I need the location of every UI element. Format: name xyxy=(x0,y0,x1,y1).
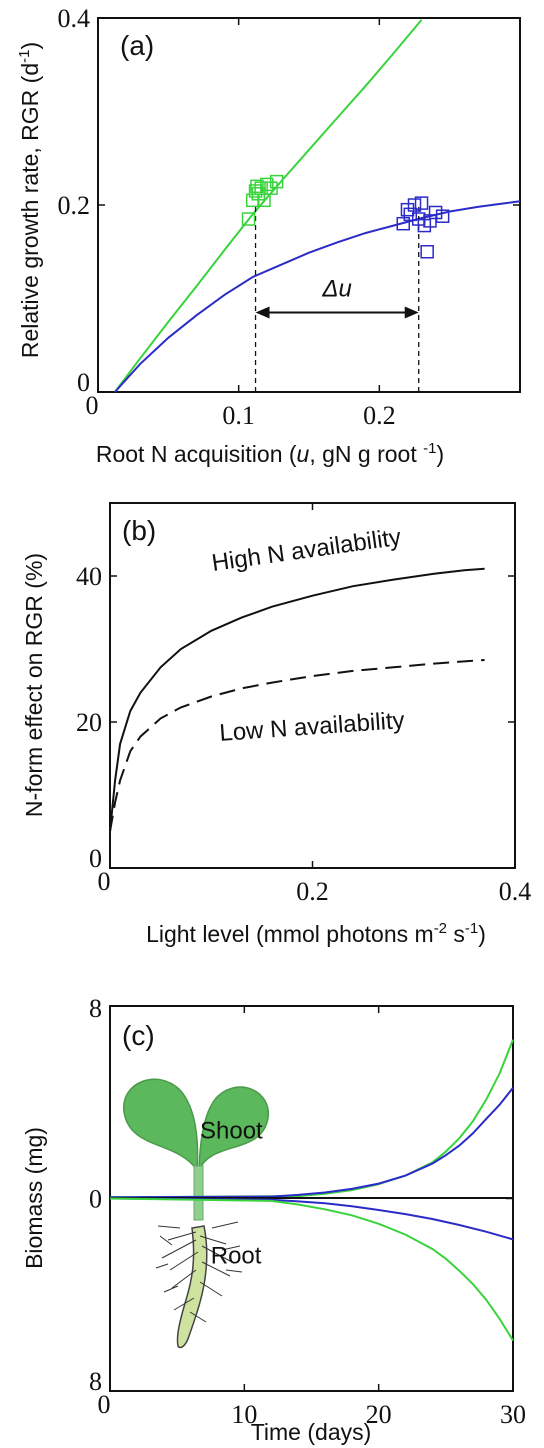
panel-a-label: (a) xyxy=(120,30,154,61)
panel-c-y-tick-label: 8 xyxy=(89,994,102,1023)
panel-a-x-origin-label: 0 xyxy=(86,391,99,420)
panel-b-y-tick-label: 0 xyxy=(89,844,102,873)
panel-a-scatter-point xyxy=(414,196,429,210)
panel-a-arrowhead-right xyxy=(404,306,419,319)
panel-a-series-line xyxy=(114,19,423,393)
panel-c-label: (c) xyxy=(122,1020,155,1051)
panel-b-y-tick-label: 40 xyxy=(76,562,102,591)
panel-a-scatter-point xyxy=(257,193,271,208)
lateral-root xyxy=(155,1221,243,1293)
panel-a-y-tick-label: 0.4 xyxy=(58,4,91,33)
taproot xyxy=(176,1225,208,1349)
panel-a-x-tick-label: 0.2 xyxy=(363,401,396,430)
panel-b-series-label: Low N availability xyxy=(219,707,406,747)
panel-a-scatter-point xyxy=(269,174,284,189)
seedling-illustration xyxy=(123,1078,269,1349)
panel-c-x-axis-label: Time (days) xyxy=(251,1419,372,1445)
panel-b-x-axis-label: Light level (mmol photons m-2 s-1) xyxy=(146,920,486,947)
panel-a-delta-label: Δu xyxy=(321,276,351,303)
leaf-right xyxy=(198,1086,269,1171)
panel-b-series-label: High N availability xyxy=(210,524,403,577)
panel-b-label: (b) xyxy=(122,515,156,546)
panel-c-organ-label: Root xyxy=(211,1242,262,1269)
panel-c-organ-label: Shoot xyxy=(200,1117,263,1144)
panel-c-y-axis-label: Biomass (mg) xyxy=(21,1127,47,1269)
panel-c-series-line xyxy=(109,1087,514,1199)
panel-a-scatter-point xyxy=(400,202,415,217)
panel-c-series-line xyxy=(109,1039,514,1199)
panel-a-x-tick-label: 0.1 xyxy=(222,401,255,430)
panel-a-scatter-point xyxy=(396,216,410,231)
panel-b-x-tick-label: 0.2 xyxy=(296,877,329,906)
panel-c-series-line xyxy=(109,1197,514,1342)
panel-b-series-line xyxy=(109,659,485,832)
panel-b-y-axis-label: N-form effect on RGR (%) xyxy=(21,553,47,817)
panel-b-series-line xyxy=(109,567,485,832)
panel-b-x-origin-label: 0 xyxy=(98,867,111,896)
panel-a-frame xyxy=(97,17,521,393)
panel-a-scatter-point xyxy=(420,245,434,259)
panel-b-y-tick-label: 20 xyxy=(76,708,102,737)
panel-b-x-tick-label: 0.4 xyxy=(499,877,532,906)
panel-a-y-axis-label: Relative growth rate, RGR (d-1) xyxy=(16,42,43,358)
panel-c-y-tick-label: 0 xyxy=(89,1185,102,1214)
panel-c-y-tick-label: 8 xyxy=(89,1367,102,1396)
panel-c-x-tick-label: 10 xyxy=(231,1400,257,1429)
panel-a-scatter-point xyxy=(241,212,256,226)
panel-a-scatter-point xyxy=(435,209,450,223)
panel-c-series-line xyxy=(109,1197,514,1241)
panel-a-arrowhead-left xyxy=(255,306,270,319)
lateral-roots xyxy=(155,1221,243,1323)
panel-a-scatter-point xyxy=(403,207,418,222)
panel-a-scatter-point xyxy=(407,198,422,212)
panel-c-x-tick-label: 30 xyxy=(500,1400,526,1429)
panel-a-scatter-point xyxy=(428,205,443,220)
panel-a-series-line xyxy=(114,200,521,393)
panel-c-x-origin-label: 0 xyxy=(98,1390,111,1419)
leaf-left xyxy=(123,1078,199,1173)
lateral-root xyxy=(161,1231,233,1323)
stem xyxy=(193,1165,204,1221)
panel-a-x-axis-label: Root N acquisition (u, gN g root -1) xyxy=(96,440,444,467)
panel-a-y-tick-label: 0.2 xyxy=(58,191,91,220)
panel-b-chart: (b) 0.2 0.4 00 20 40 High N availability Low … xyxy=(21,502,532,947)
panel-a-scatter-point xyxy=(260,177,274,192)
panel-a-chart: (a) 0.1 0.2 00 0.2 0.4 Δu Root N acquisition… xyxy=(16,4,521,467)
panel-a-y-tick-label: 0 xyxy=(77,368,90,397)
panel-c-x-tick-label: 20 xyxy=(366,1400,392,1429)
panel-a-scatter-point xyxy=(250,179,264,194)
